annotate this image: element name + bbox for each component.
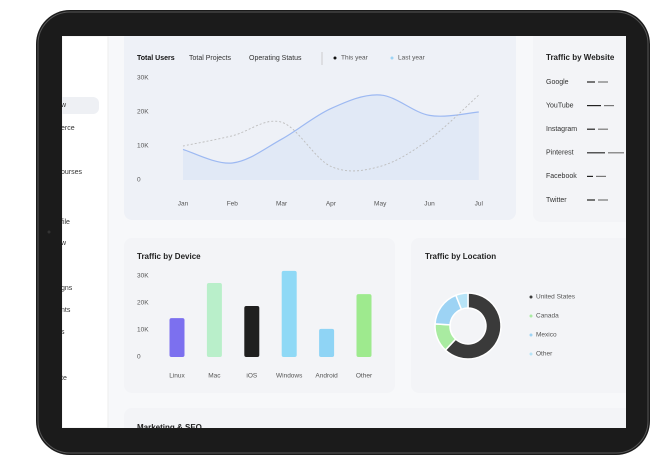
legend-dot bbox=[529, 333, 533, 337]
tab[interactable]: Total Projects bbox=[189, 55, 232, 62]
card-title: Traffic by Device bbox=[137, 252, 201, 261]
legend-dot bbox=[333, 56, 337, 60]
y-tick-label: 20K bbox=[137, 109, 149, 116]
tab[interactable]: Operating Status bbox=[249, 55, 302, 62]
y-tick-label: 30K bbox=[137, 273, 149, 280]
legend-label: Last year bbox=[398, 55, 426, 62]
sidebar-item: ourses bbox=[61, 169, 83, 176]
legend-label: Other bbox=[536, 351, 553, 358]
bar bbox=[319, 328, 335, 357]
bar bbox=[206, 283, 222, 357]
x-tick-label: Linux bbox=[169, 373, 185, 380]
sidebar-item: s bbox=[61, 329, 65, 336]
bar bbox=[356, 294, 372, 357]
sidebar-item: te bbox=[61, 375, 67, 382]
legend-label: Canada bbox=[536, 313, 559, 320]
sidebar-item: erce bbox=[61, 125, 75, 132]
area bbox=[183, 94, 479, 180]
x-tick-label: Mac bbox=[208, 373, 221, 380]
legend-dot bbox=[529, 295, 533, 299]
donut-slice bbox=[454, 292, 469, 311]
y-tick-label: 10K bbox=[137, 327, 149, 334]
sidebar-item: gns bbox=[61, 285, 73, 292]
legend-dot bbox=[529, 314, 533, 318]
site-label: Instagram bbox=[546, 126, 577, 133]
site-label: Pinterest bbox=[546, 150, 574, 157]
tablet-edge bbox=[37, 11, 649, 454]
sidebar bbox=[62, 36, 109, 428]
x-tick-label: Other bbox=[356, 373, 373, 380]
x-tick-label: Android bbox=[315, 373, 338, 380]
legend-label: This year bbox=[341, 55, 369, 62]
x-tick-label: Mar bbox=[276, 201, 288, 208]
legend-dot bbox=[529, 352, 533, 356]
sidebar-item: nts bbox=[61, 307, 71, 314]
y-tick-label: 0 bbox=[137, 177, 141, 184]
legend-dot bbox=[390, 56, 394, 60]
series-line bbox=[182, 94, 479, 164]
sidebar-item: w bbox=[60, 102, 67, 109]
y-tick-label: 10K bbox=[137, 143, 149, 150]
legend-label: Mexico bbox=[536, 332, 557, 339]
site-label: Twitter bbox=[546, 197, 567, 204]
sidebar-item: file bbox=[61, 219, 70, 226]
card-title: Traffic by Location bbox=[425, 252, 496, 261]
y-tick-label: 30K bbox=[137, 75, 149, 82]
y-tick-label: 0 bbox=[137, 354, 141, 361]
legend-label: United States bbox=[536, 294, 576, 301]
card-title: Marketing & SEO bbox=[137, 423, 202, 432]
x-tick-label: Windows bbox=[276, 373, 303, 380]
series-line bbox=[182, 94, 480, 172]
x-tick-label: Feb bbox=[227, 201, 239, 208]
y-tick-label: 20K bbox=[137, 300, 149, 307]
site-label: Facebook bbox=[546, 173, 577, 180]
sidebar-active bbox=[62, 97, 99, 114]
bar bbox=[281, 270, 297, 357]
x-tick-label: Jul bbox=[475, 201, 484, 208]
device-card bbox=[124, 238, 395, 393]
bar bbox=[244, 305, 260, 357]
sidebar-item: w bbox=[60, 240, 67, 247]
site-label: Google bbox=[546, 79, 569, 86]
donut-slice bbox=[444, 292, 502, 360]
x-tick-label: Jun bbox=[424, 201, 435, 208]
x-tick-label: Apr bbox=[326, 201, 337, 208]
x-tick-label: Jan bbox=[178, 201, 189, 208]
bar bbox=[169, 318, 185, 357]
camera bbox=[47, 230, 51, 234]
site-label: YouTube bbox=[546, 102, 574, 109]
x-tick-label: May bbox=[374, 201, 387, 208]
x-tick-label: iOS bbox=[246, 373, 258, 380]
tab[interactable]: Total Users bbox=[137, 55, 175, 62]
users-card bbox=[124, 36, 516, 220]
card-title: Traffic by Website bbox=[546, 53, 615, 62]
screen: Total Users Total Projects Operating Sta… bbox=[60, 36, 626, 432]
marketing-card bbox=[124, 408, 626, 428]
